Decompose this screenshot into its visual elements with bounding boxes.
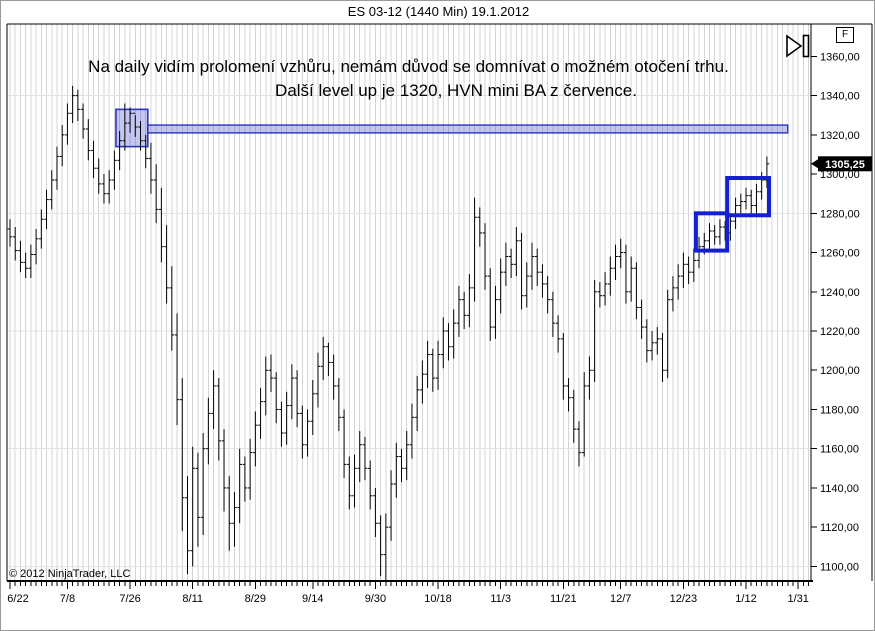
price-axis-label: 1260,00: [820, 248, 860, 260]
price-axis-label: 1300,00: [820, 169, 860, 181]
time-axis-label: 7/8: [60, 593, 75, 605]
instrument-flag-badge: F: [836, 27, 854, 43]
price-axis-label: 1160,00: [820, 444, 859, 456]
price-axis-label: 1280,00: [820, 208, 860, 220]
time-axis-label: 9/30: [365, 593, 386, 605]
time-axis-label: 6/22: [7, 593, 28, 605]
copyright-label: © 2012 NinjaTrader, LLC: [9, 568, 131, 580]
time-axis-label: 11/3: [490, 593, 511, 605]
price-axis-label: 1240,00: [820, 287, 860, 299]
time-axis-label: 11/21: [550, 593, 577, 605]
chart-frame: [6, 23, 873, 582]
price-axis-label: 1100,00: [820, 561, 859, 573]
svg-text:1305,25: 1305,25: [825, 159, 865, 171]
price-axis[interactable]: 1360,00 1340,00 1320,00 1300,00 1280,00 1260,…: [811, 51, 872, 573]
annotation-text-line1[interactable]: Na daily vidím prolomení vzhůru, nemám d…: [88, 57, 729, 76]
skip-to-end-icon[interactable]: [786, 34, 810, 58]
outline-box-drawing-1[interactable]: [693, 211, 730, 253]
last-price-badge: 1305,25: [811, 156, 872, 172]
time-axis[interactable]: 6/22 7/8 7/26 8/11 8/29 9/14 9/30 10/18 11/3 11/2…: [7, 581, 810, 605]
time-axis-label: 1/31: [788, 593, 809, 605]
price-axis-label: 1220,00: [820, 326, 860, 338]
time-axis-label: 10/18: [424, 593, 452, 605]
price-axis-label: 1200,00: [820, 365, 860, 377]
price-axis-label: 1180,00: [820, 404, 859, 416]
price-axis-label: 1120,00: [820, 522, 859, 534]
level-band-1320-drawing[interactable]: [147, 124, 789, 134]
price-axis-label: 1360,00: [820, 51, 860, 63]
time-axis-label: 8/29: [245, 593, 266, 605]
annotation-text-line2[interactable]: Další level up je 1320, HVN mini BA z če…: [275, 81, 637, 100]
time-axis-label: 9/14: [302, 593, 323, 605]
time-axis-label: 12/23: [670, 593, 698, 605]
ohlc-bars: [7, 85, 770, 583]
price-axis-label: 1140,00: [820, 483, 859, 495]
horizontal-gridlines: [7, 95, 811, 567]
time-axis-label: 7/26: [119, 593, 140, 605]
time-axis-label: 12/7: [610, 593, 631, 605]
price-axis-label: 1320,00: [820, 130, 860, 142]
time-axis-label: 1/12: [735, 593, 756, 605]
chart-title: ES 03-12 (1440 Min) 19.1.2012: [347, 4, 530, 19]
time-axis-label: 8/11: [182, 593, 203, 605]
outline-box-drawing-2[interactable]: [725, 176, 771, 218]
price-axis-label: 1340,00: [820, 91, 860, 103]
